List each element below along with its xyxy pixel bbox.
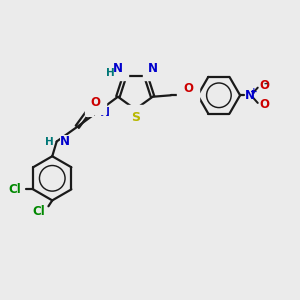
Text: O: O [259, 80, 269, 92]
Text: N: N [112, 62, 122, 75]
Text: O: O [259, 98, 269, 111]
Text: -: - [264, 79, 268, 89]
Text: Cl: Cl [8, 183, 21, 196]
Text: Cl: Cl [32, 205, 45, 218]
Text: N: N [60, 135, 70, 148]
Text: H: H [85, 107, 94, 117]
Text: N: N [148, 62, 158, 75]
Text: O: O [91, 95, 101, 109]
Text: H: H [45, 136, 54, 146]
Text: +: + [250, 87, 258, 96]
Text: O: O [183, 82, 193, 95]
Text: N: N [100, 106, 110, 118]
Text: S: S [131, 111, 140, 124]
Text: N: N [245, 89, 255, 102]
Text: H: H [106, 68, 115, 78]
